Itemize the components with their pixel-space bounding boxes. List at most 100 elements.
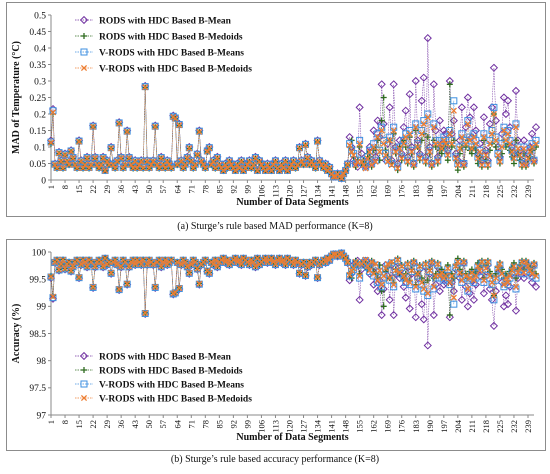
data-point <box>152 283 159 291</box>
data-point <box>438 145 445 152</box>
data-point <box>494 265 501 272</box>
x-tick-label: 239 <box>523 420 533 433</box>
data-point <box>53 165 61 172</box>
data-point <box>422 260 429 268</box>
data-point <box>446 130 453 137</box>
data-point <box>272 158 279 165</box>
data-point <box>424 290 431 297</box>
data-point <box>262 167 269 174</box>
data-point <box>478 162 485 169</box>
data-point <box>188 261 195 268</box>
data-point <box>532 272 540 279</box>
data-point <box>356 272 363 279</box>
x-tick-label: 64 <box>172 419 182 428</box>
data-point <box>491 116 501 125</box>
data-point <box>228 161 235 168</box>
data-point <box>380 94 387 101</box>
data-point <box>348 268 356 276</box>
data-point <box>400 272 407 279</box>
data-point <box>154 161 161 168</box>
x-tick-label: 113 <box>270 185 280 197</box>
data-point <box>124 128 131 135</box>
data-point <box>490 110 497 118</box>
y-tick-label: 99.5 <box>29 275 46 285</box>
data-point <box>498 266 505 273</box>
data-point <box>370 143 377 151</box>
data-point <box>302 141 309 149</box>
data-point <box>142 310 149 317</box>
data-point <box>126 263 133 270</box>
x-tick-label: 29 <box>102 185 112 194</box>
data-point <box>83 154 91 162</box>
data-point <box>476 267 483 274</box>
data-point <box>444 262 451 269</box>
data-point <box>506 272 514 279</box>
legend-marker <box>79 351 89 361</box>
x-tick-label: 134 <box>313 419 323 433</box>
data-point <box>276 255 283 262</box>
data-point <box>65 161 73 168</box>
data-point <box>438 150 445 157</box>
data-point <box>114 261 121 268</box>
data-point <box>149 261 157 269</box>
series-group <box>47 250 540 317</box>
data-point <box>470 277 477 284</box>
data-point <box>468 150 475 157</box>
data-point <box>197 261 205 269</box>
data-point <box>526 146 534 154</box>
data-point <box>224 256 231 263</box>
y-tick-label: 0.15 <box>29 127 46 137</box>
data-point <box>406 130 413 137</box>
data-point <box>394 257 402 265</box>
data-point <box>430 283 437 290</box>
data-point <box>506 140 514 147</box>
data-point <box>524 155 532 162</box>
y-tick-label: 97.5 <box>29 384 46 394</box>
data-point <box>508 267 516 274</box>
data-point <box>314 137 322 145</box>
data-point <box>90 283 97 291</box>
data-point <box>204 148 211 155</box>
data-point <box>514 145 522 152</box>
data-point <box>424 277 431 284</box>
data-point <box>210 261 217 268</box>
data-point <box>364 155 371 162</box>
data-point <box>67 147 75 155</box>
data-point <box>444 157 451 164</box>
data-point <box>434 156 442 164</box>
data-point <box>90 123 97 130</box>
data-point <box>342 255 349 262</box>
data-point <box>394 256 401 263</box>
data-point <box>63 158 71 165</box>
data-point <box>322 258 329 266</box>
data-point <box>220 255 227 262</box>
data-point <box>480 137 487 144</box>
data-point <box>526 267 534 274</box>
x-tick-label: 225 <box>495 185 505 198</box>
data-point <box>486 268 493 275</box>
data-point <box>504 279 512 286</box>
data-point <box>47 273 55 281</box>
data-point <box>433 152 442 162</box>
data-point <box>330 251 337 258</box>
x-tick-label: 57 <box>158 420 168 429</box>
data-point <box>530 260 538 268</box>
data-point <box>452 263 459 270</box>
data-point <box>180 165 187 172</box>
data-point <box>206 269 213 276</box>
data-point <box>100 263 107 270</box>
data-point <box>252 263 259 270</box>
data-point <box>193 150 201 158</box>
x-tick-label: 36 <box>116 420 126 429</box>
x-tick-label: 176 <box>397 185 407 198</box>
x-tick-label: 239 <box>523 185 533 198</box>
data-point <box>462 144 469 150</box>
data-point <box>304 263 311 270</box>
data-point <box>386 275 393 282</box>
data-point <box>238 158 245 165</box>
x-tick-label: 99 <box>242 420 252 429</box>
data-point <box>294 258 301 266</box>
data-point <box>192 161 199 168</box>
x-tick-label: 43 <box>130 185 140 194</box>
data-point <box>411 76 420 86</box>
